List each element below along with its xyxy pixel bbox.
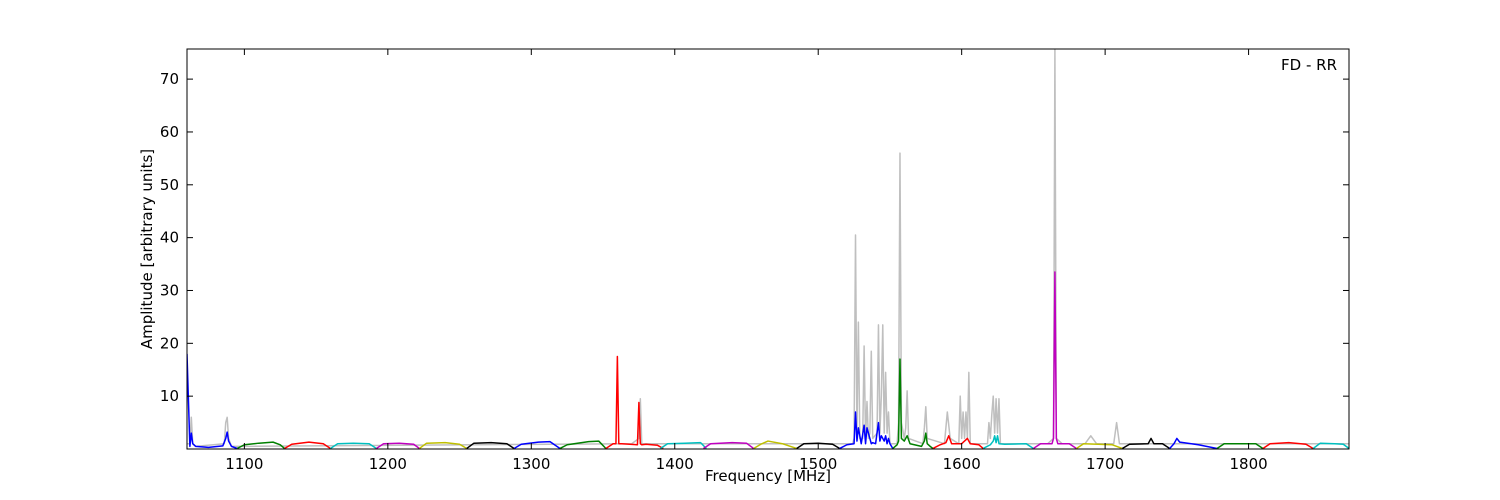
- x-tick-label: 1300: [512, 455, 550, 473]
- series-line: [559, 440, 607, 449]
- series-line: [330, 442, 377, 449]
- series-line: [1121, 437, 1171, 449]
- y-tick-label: 70: [160, 70, 179, 88]
- y-axis-label: Amplitude [arbitrary units]: [138, 149, 156, 349]
- y-tick-label: 20: [160, 334, 179, 352]
- y-tick-label: 60: [160, 123, 179, 141]
- series-line: [982, 435, 1034, 449]
- series-line: [659, 441, 707, 449]
- x-tick-label: 1400: [656, 455, 694, 473]
- series-line: [466, 441, 515, 449]
- series-line: [1312, 442, 1349, 449]
- series-line: [753, 440, 797, 449]
- series-line: [513, 440, 561, 449]
- series-line: [1169, 437, 1218, 449]
- y-tick-label: 50: [160, 176, 179, 194]
- x-tick-label: 1800: [1229, 455, 1267, 473]
- plot-lines: [187, 49, 1349, 449]
- series-line: [605, 355, 664, 449]
- x-tick-label: 1500: [799, 455, 837, 473]
- series-line: [418, 441, 468, 449]
- x-tick-label: 1100: [225, 455, 263, 473]
- x-axis-label: Frequency [MHz]: [705, 467, 831, 485]
- series-line: [284, 441, 331, 449]
- x-tick-label: 1200: [369, 455, 407, 473]
- series-line: [1032, 271, 1077, 449]
- series-line: [1216, 442, 1264, 449]
- y-tick-label: 10: [160, 387, 179, 405]
- series-line: [932, 435, 984, 449]
- series-line: [236, 441, 286, 449]
- series-line: [703, 441, 755, 449]
- plot-frame: [186, 48, 1350, 450]
- x-tick-label: 1700: [1086, 455, 1124, 473]
- x-tick-label: 1600: [943, 455, 981, 473]
- series-line: [1076, 442, 1123, 449]
- y-tick-label: 40: [160, 229, 179, 247]
- series-line: [839, 411, 894, 449]
- y-tick-label: 30: [160, 281, 179, 299]
- annotation: FD - RR: [1281, 56, 1337, 74]
- series-line: [375, 442, 420, 449]
- series-line: [187, 353, 238, 449]
- series-line: [1262, 441, 1314, 449]
- series-line: [892, 358, 934, 449]
